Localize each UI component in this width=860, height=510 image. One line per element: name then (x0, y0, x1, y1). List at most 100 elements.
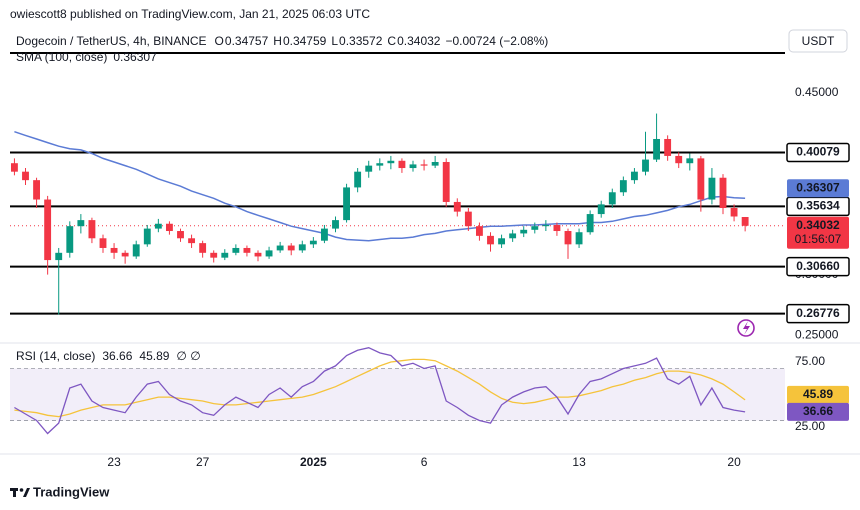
level-label-box (786, 303, 850, 324)
candle-body (442, 161, 450, 202)
candle-body (210, 252, 218, 258)
sma-price-label: 0.36307 (796, 180, 840, 194)
level-label-box (786, 142, 850, 163)
sma-name: SMA (100, close) (16, 50, 107, 64)
candle-body (741, 217, 749, 226)
x-tick-label: 13 (572, 455, 586, 469)
candle-body (354, 171, 362, 188)
candle-body (276, 245, 284, 251)
rsi-value: 36.66 (102, 349, 132, 363)
candle-body (542, 224, 550, 227)
footer-brand: TradingView (33, 484, 110, 499)
ohlc-value: 0.34757 (225, 34, 269, 48)
change: −0.00724 (−2.08%) (445, 34, 548, 48)
ohlc-value: 0.34759 (283, 34, 327, 48)
candle-body (44, 199, 52, 261)
alert-bolt[interactable] (743, 321, 750, 335)
logo-part (23, 488, 30, 497)
x-tick-label: 27 (196, 455, 210, 469)
candle-body (254, 252, 262, 257)
candle-body (475, 226, 483, 236)
candle-body (664, 138, 672, 156)
candle-body (409, 164, 417, 169)
candle-body (642, 159, 649, 172)
ohlc-key: O (215, 34, 224, 48)
sma-price-label-box (787, 179, 849, 198)
y-tick-label: 0.45000 (795, 85, 839, 99)
candle-body (531, 226, 539, 230)
candle-body (121, 252, 129, 257)
candle-body (520, 229, 528, 234)
candle-body (55, 252, 63, 261)
rsi-line (14, 347, 746, 435)
sma-value: 0.36307 (113, 50, 157, 64)
candle-body (431, 161, 439, 166)
candle-body (376, 163, 384, 166)
candle-body (243, 247, 251, 253)
ohlc-value: 0.34032 (397, 34, 441, 48)
candle-body (575, 232, 583, 245)
candle-body (110, 247, 118, 253)
rsi-ma-value: 45.89 (139, 349, 169, 363)
candle-body (487, 235, 494, 245)
byline: owiescott8 published on TradingView.com,… (10, 7, 370, 21)
rsi-band (10, 368, 785, 421)
rsi-extra: ∅ ∅ (176, 349, 200, 363)
currency-label[interactable]: USDT (802, 34, 835, 48)
alert-circle[interactable] (737, 319, 755, 337)
candle-body (309, 240, 317, 245)
candle-body (88, 220, 96, 239)
candle-body (608, 192, 616, 205)
candle-body (343, 187, 351, 221)
candle-body (630, 171, 638, 181)
candle-body (165, 223, 173, 232)
candle-body (498, 238, 506, 245)
x-tick-label: 6 (421, 455, 428, 469)
candle-body (154, 223, 162, 229)
candle-body (619, 180, 627, 193)
candle-body (265, 250, 273, 257)
logo-part (13, 488, 16, 497)
rsi-title: RSI (14, close) (16, 349, 95, 363)
candle-body (697, 158, 705, 200)
candle-body (66, 226, 74, 253)
ohlc-key: H (273, 34, 282, 48)
candle-body (420, 164, 428, 166)
candle-body (453, 201, 461, 212)
candle-body (188, 238, 196, 244)
x-tick-label: 23 (107, 455, 121, 469)
countdown-label: 01:56:07 (795, 232, 842, 246)
candle-body (199, 243, 207, 253)
candle-body (708, 177, 716, 200)
candle-body (365, 165, 373, 172)
rsi-ma-label: 45.89 (803, 387, 833, 401)
candle-body (586, 214, 594, 233)
candle-body (509, 233, 517, 239)
price-box (787, 216, 849, 249)
candle-body (320, 228, 328, 241)
candle-body (221, 252, 229, 258)
level-label: 0.26776 (796, 306, 840, 320)
price-label: 0.34032 (796, 218, 840, 232)
candle-body (99, 238, 107, 248)
level-label: 0.30660 (796, 259, 840, 273)
footer-logo (10, 488, 30, 497)
currency-button[interactable] (788, 29, 848, 53)
rsi-tick-label: 75.00 (795, 354, 825, 368)
candle-body (132, 244, 140, 257)
ohlc-key: L (331, 34, 338, 48)
candle-body (730, 208, 738, 217)
sma-line (14, 130, 746, 242)
level-label-box (786, 196, 850, 217)
candle-body (564, 231, 572, 245)
level-label-box (786, 256, 850, 277)
candle-body (10, 163, 18, 172)
candle-body (232, 247, 240, 253)
candle-body (653, 138, 661, 160)
candle-body (22, 171, 29, 181)
alert-icon[interactable] (737, 319, 755, 337)
x-tick-label: 20 (727, 455, 741, 469)
logo-part (19, 488, 24, 492)
candle-body (719, 177, 727, 209)
